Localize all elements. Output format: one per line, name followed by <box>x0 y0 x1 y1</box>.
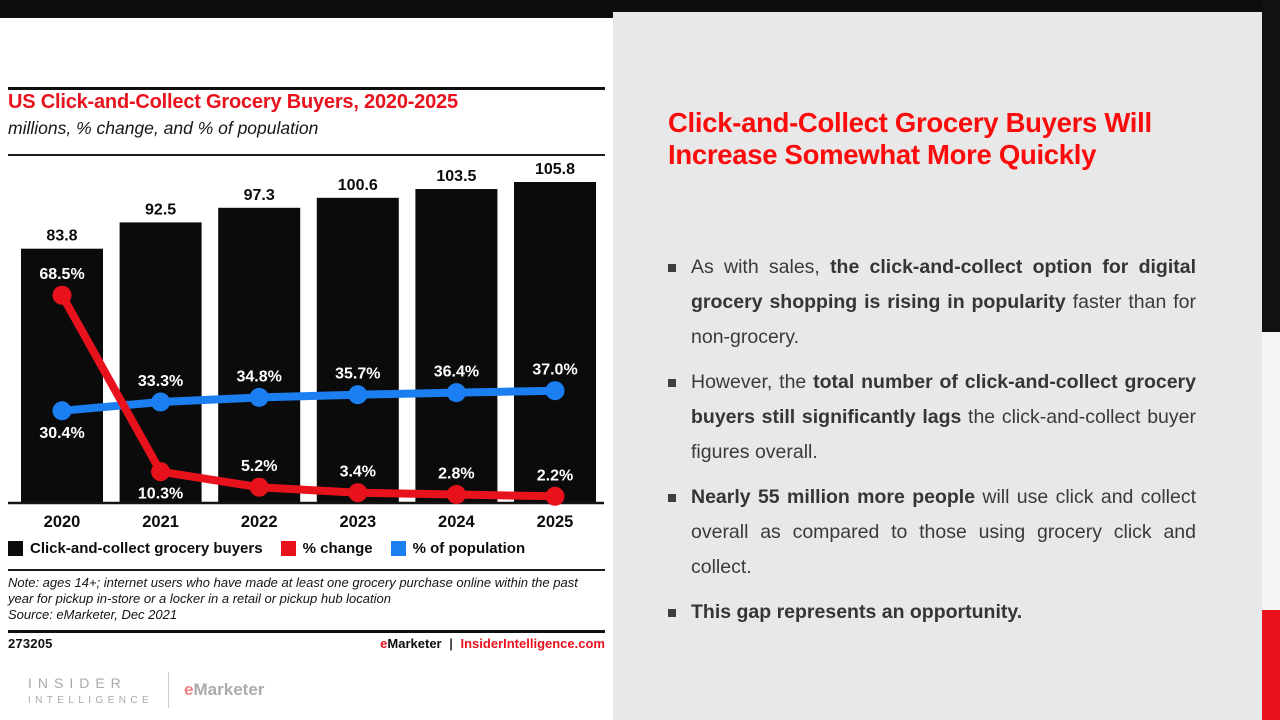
data-point <box>151 462 171 482</box>
legend-swatch-icon <box>8 541 23 556</box>
insider-intelligence-logo: INSIDER INTELLIGENCE eMarketer <box>28 672 264 708</box>
data-point <box>249 387 269 407</box>
emarketer-logo: eMarketer <box>184 680 265 699</box>
bar-value-label: 103.5 <box>436 168 476 185</box>
data-point <box>446 383 466 403</box>
bullet-list: As with sales, the click-and-collect opt… <box>668 250 1196 640</box>
data-point <box>348 385 368 405</box>
bar-value-label: 105.8 <box>535 161 575 178</box>
line-value-label: 33.3% <box>138 373 183 390</box>
edge-strip-light <box>1262 332 1280 610</box>
x-axis-tick-label: 2024 <box>438 513 476 531</box>
legend-label: % change <box>302 540 373 557</box>
text-panel: Click-and-Collect Grocery Buyers Will In… <box>613 12 1262 720</box>
line-value-label: 5.2% <box>241 458 277 475</box>
line-value-label: 34.8% <box>237 368 282 385</box>
data-point <box>249 477 269 497</box>
line-value-label: 35.7% <box>335 366 380 383</box>
line-value-label: 36.4% <box>434 364 479 381</box>
x-axis-tick-label: 2022 <box>241 513 278 531</box>
bullet-marker-icon <box>668 609 676 617</box>
x-axis-tick-label: 2021 <box>142 513 179 531</box>
data-point <box>52 285 72 305</box>
note-text: Note: ages 14+; internet users who have … <box>8 575 578 606</box>
legend-label: % of population <box>412 540 526 557</box>
x-axis-tick-label: 2020 <box>44 513 81 531</box>
bar-2023 <box>316 197 399 504</box>
bullet-item: Nearly 55 million more people will use c… <box>668 480 1196 585</box>
bullet-marker-icon <box>668 379 676 387</box>
chart-footer: 273205 eMarketer | InsiderIntelligence.c… <box>8 636 605 651</box>
bullet-text: As with sales, the click-and-collect opt… <box>691 256 1197 348</box>
bar-2025 <box>514 182 596 503</box>
bullet-item: This gap represents an opportunity. <box>668 595 1196 630</box>
bar-2022 <box>218 207 301 504</box>
data-point <box>446 485 466 504</box>
bullet-marker-icon <box>668 264 676 272</box>
legend-item: Click-and-collect grocery buyers <box>8 540 263 557</box>
legend-item: % change <box>280 540 373 557</box>
line-value-label: 2.2% <box>537 467 573 484</box>
chart-note: Note: ages 14+; internet users who have … <box>8 575 602 623</box>
bullet-text: This gap represents an opportunity. <box>691 601 1023 623</box>
chart-title: US Click-and-Collect Grocery Buyers, 202… <box>8 91 458 113</box>
insider-intelligence-link: InsiderIntelligence.com <box>460 636 606 651</box>
line-value-label: 2.8% <box>438 466 474 483</box>
slide-heading: Click-and-Collect Grocery Buyers Will In… <box>668 107 1152 170</box>
line-value-label: 10.3% <box>138 486 183 503</box>
logo-divider <box>168 672 170 708</box>
emarketer-e: e <box>380 636 388 651</box>
data-point <box>348 483 368 503</box>
bar-2024 <box>415 189 498 503</box>
source-text: Source: eMarketer, Dec 2021 <box>8 607 178 622</box>
bullet-marker-icon <box>668 494 676 502</box>
divider-rule <box>8 569 605 571</box>
logo-line-insider: INSIDER <box>28 674 127 691</box>
x-axis-tick-label: 2023 <box>339 513 376 531</box>
line-value-label: 68.5% <box>39 266 84 283</box>
bullet-text: However, the total number of click-and-c… <box>691 371 1196 463</box>
bar-value-label: 97.3 <box>244 187 275 204</box>
chart-id: 273205 <box>8 636 53 651</box>
combo-chart: 83.8 92.5 97.3 100.6 103.5 105.8 2020 2021 2022 2… <box>8 161 604 531</box>
bar-2021 <box>119 222 202 503</box>
edge-strip-black <box>1262 0 1280 332</box>
bar-value-label: 83.8 <box>46 228 77 245</box>
footer-separator: | <box>449 636 453 651</box>
bar-value-label: 100.6 <box>338 177 378 194</box>
legend-label: Click-and-collect grocery buyers <box>30 540 263 557</box>
line-value-label: 30.4% <box>39 425 84 442</box>
line-value-label: 3.4% <box>340 464 376 481</box>
logo-line-intelligence: INTELLIGENCE <box>28 694 154 706</box>
x-axis-tick-label: 2025 <box>537 513 574 531</box>
divider-rule <box>8 154 605 156</box>
footer-brandline: eMarketer | InsiderIntelligence.com <box>380 636 605 651</box>
top-rule <box>8 87 605 90</box>
bullet-item: As with sales, the click-and-collect opt… <box>668 250 1196 355</box>
chart-panel: US Click-and-Collect Grocery Buyers, 202… <box>0 18 613 720</box>
data-point <box>545 381 565 401</box>
chart-legend: Click-and-collect grocery buyers % change… <box>8 540 605 557</box>
line-series <box>58 291 559 501</box>
chart-subtitle: millions, % change, and % of population <box>8 118 319 138</box>
data-point <box>52 401 72 421</box>
logo-wordmark: INSIDER INTELLIGENCE <box>28 675 153 706</box>
legend-swatch-icon <box>280 541 296 556</box>
bottom-rule <box>8 630 605 633</box>
legend-item: % of population <box>390 540 526 557</box>
bar-value-label: 92.5 <box>145 201 176 218</box>
line-series <box>58 386 559 415</box>
edge-strip-red <box>1262 610 1280 720</box>
data-point <box>545 486 565 506</box>
bullet-text: Nearly 55 million more people will use c… <box>691 486 1196 578</box>
data-point <box>151 392 171 412</box>
legend-swatch-icon <box>390 541 406 556</box>
bullet-item: However, the total number of click-and-c… <box>668 365 1196 470</box>
line-value-label: 37.0% <box>532 362 577 379</box>
emarketer-rest: Marketer <box>387 636 442 651</box>
